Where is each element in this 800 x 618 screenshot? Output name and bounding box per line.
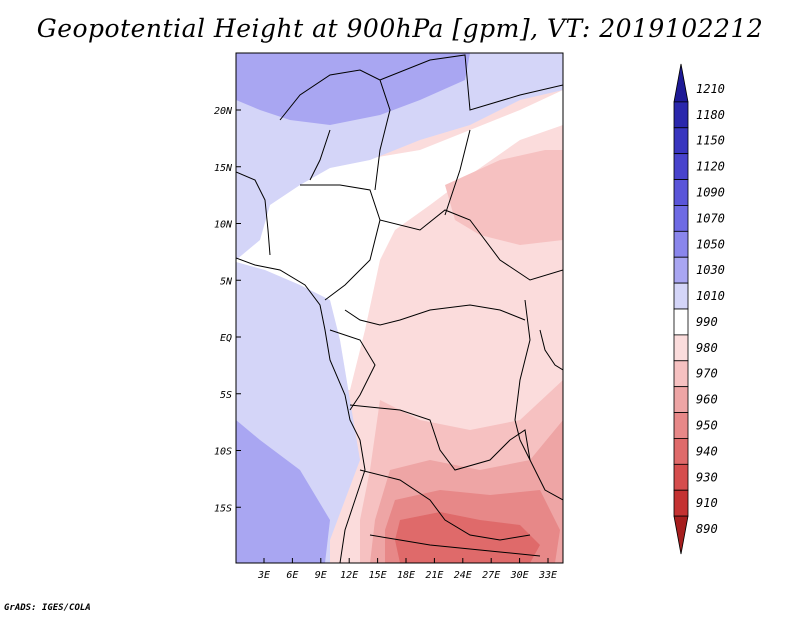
colorbar: 1210 1180 1150 1120 1090 1070 1050 1030 1010 990 9… (673, 63, 725, 555)
colorbar-swatch (673, 386, 689, 413)
map-title: Geopotential Height at 900hPa [gpm], VT:… (36, 14, 764, 43)
footer-credit: GrADS: IGES/COLA (4, 603, 91, 613)
lat-label: EQ (220, 333, 232, 344)
colorbar-label: 1150 (696, 134, 725, 148)
lon-axis: 3E 6E 9E 12E 15E 18E 21E 24E 27E 30E 33E (257, 558, 557, 581)
lat-label: 10N (214, 220, 233, 231)
lon-label: 18E (397, 570, 415, 581)
colorbar-label: 940 (696, 444, 718, 458)
lon-label: 9E (315, 570, 327, 581)
colorbar-top-arrow (673, 63, 689, 103)
colorbar-label: 910 (696, 496, 718, 510)
colorbar-label: 980 (696, 341, 718, 355)
lat-label: 10S (214, 447, 232, 458)
colorbar-swatch (673, 179, 689, 206)
colorbar-label: 930 (696, 470, 718, 484)
lon-label: 24E (454, 570, 472, 581)
field-940 (395, 512, 540, 563)
lat-label: 5S (220, 390, 232, 401)
colorbar-swatch (673, 256, 689, 284)
colorbar-swatch (673, 101, 689, 129)
lon-label: 33E (538, 570, 557, 581)
colorbar-label: 1210 (696, 82, 725, 96)
lon-label: 3E (257, 570, 270, 581)
lat-axis: 20N 15N 10N 5N EQ 5S 10S 15S (214, 106, 241, 514)
lon-label: 12E (340, 570, 358, 581)
colorbar-swatch (673, 360, 689, 388)
colorbar-label: 990 (696, 315, 718, 329)
field-1030-south (236, 420, 330, 563)
colorbar-swatch (673, 463, 689, 491)
colorbar-swatch (673, 127, 689, 155)
colorbar-label: 1180 (696, 108, 725, 122)
colorbar-label: 1090 (696, 186, 725, 200)
lat-label: 15N (214, 163, 233, 174)
colorbar-swatch (673, 308, 689, 336)
colorbar-swatch (673, 489, 689, 517)
colorbar-label: 1070 (696, 211, 725, 225)
colorbar-label: 890 (696, 522, 718, 536)
country-borders (236, 54, 563, 563)
lon-label: 30E (510, 570, 529, 581)
colorbar-swatch (673, 230, 689, 258)
colorbar-label: 950 (696, 419, 718, 433)
colorbar-swatch (673, 153, 689, 180)
contour-field (236, 53, 563, 563)
colorbar-swatch (673, 205, 689, 232)
colorbar-swatch (673, 334, 689, 362)
lat-label: 20N (214, 106, 233, 117)
colorbar-swatch (673, 412, 689, 439)
colorbar-label: 960 (696, 393, 718, 407)
colorbar-bottom-arrow (673, 515, 689, 555)
colorbar-swatch (673, 438, 689, 465)
lat-label: 15S (214, 503, 232, 514)
colorbar-label: 1120 (696, 160, 725, 174)
colorbar-label: 1010 (696, 289, 725, 303)
lon-label: 21E (425, 570, 443, 581)
field-1030-north (236, 53, 470, 125)
colorbar-label: 970 (696, 367, 718, 381)
lat-label: 5N (220, 276, 233, 287)
colorbar-swatch (673, 282, 689, 310)
field-970-north (445, 150, 563, 245)
lon-label: 27E (482, 570, 500, 581)
colorbar-label: 1030 (696, 263, 725, 277)
colorbar-label: 1050 (696, 237, 725, 251)
map-frame (235, 52, 564, 564)
lon-label: 6E (286, 570, 298, 581)
lon-label: 15E (369, 570, 387, 581)
